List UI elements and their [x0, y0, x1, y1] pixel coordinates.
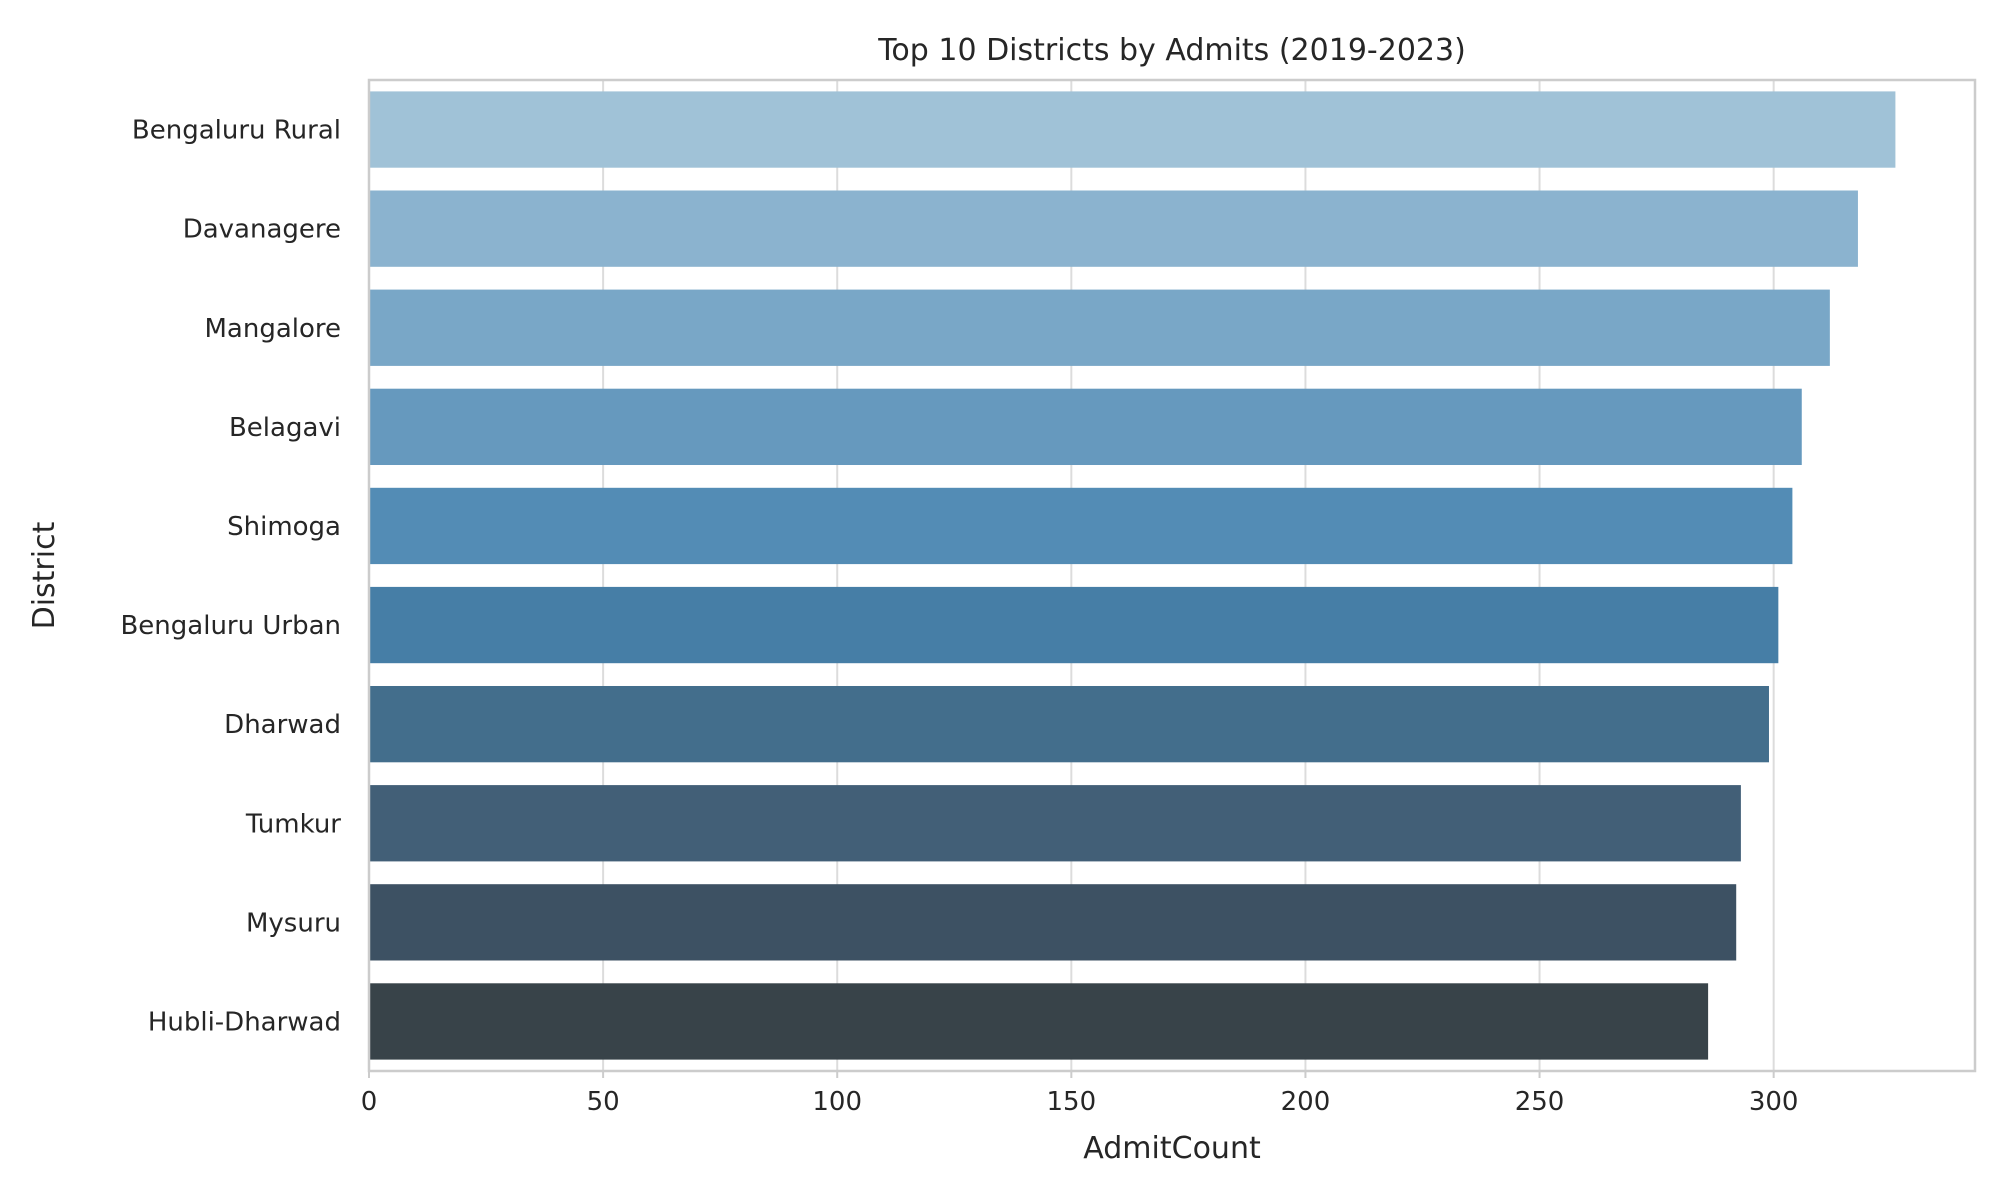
x-tick-label: 0 [361, 1087, 378, 1117]
y-tick-label: Shimoga [227, 512, 341, 542]
y-tick-label: Davanagere [183, 215, 341, 245]
x-tick-label: 300 [1749, 1087, 1799, 1117]
bar [369, 586, 1779, 664]
bar [369, 388, 1802, 466]
bar [369, 983, 1709, 1060]
x-axis-ticks: 0 50 100 150 200 250 300 [361, 1071, 1799, 1117]
x-axis-label: AdmitCount [1083, 1131, 1261, 1166]
bar [369, 289, 1830, 366]
y-tick-label: Belagavi [229, 413, 341, 443]
bar [369, 190, 1858, 267]
plot-frame [367, 78, 1977, 1073]
bar [369, 91, 1896, 168]
x-tick-label: 100 [812, 1087, 862, 1117]
y-tick-label: Dharwad [224, 710, 341, 740]
x-tick-label: 200 [1281, 1087, 1331, 1117]
y-tick-label: Tumkur [245, 809, 341, 839]
y-tick-label: Mysuru [246, 908, 341, 938]
chart-title: Top 10 Districts by Admits (2019-2023) [877, 33, 1466, 68]
x-tick-label: 50 [587, 1087, 620, 1117]
y-tick-label: Bengaluru Rural [132, 116, 341, 146]
x-tick-label: 150 [1047, 1087, 1097, 1117]
bars [369, 91, 1896, 1060]
y-axis-ticks: Bengaluru Rural Davanagere Mangalore Belaga… [120, 116, 341, 1038]
y-tick-label: Hubli-Dharwad [148, 1007, 341, 1037]
x-tick-label: 250 [1515, 1087, 1565, 1117]
y-tick-label: Mangalore [204, 314, 341, 344]
bar [369, 487, 1793, 565]
bar [369, 884, 1737, 961]
bar [369, 785, 1741, 862]
y-axis-label: District [27, 521, 62, 629]
y-tick-label: Bengaluru Urban [120, 611, 341, 641]
bar [369, 685, 1769, 763]
